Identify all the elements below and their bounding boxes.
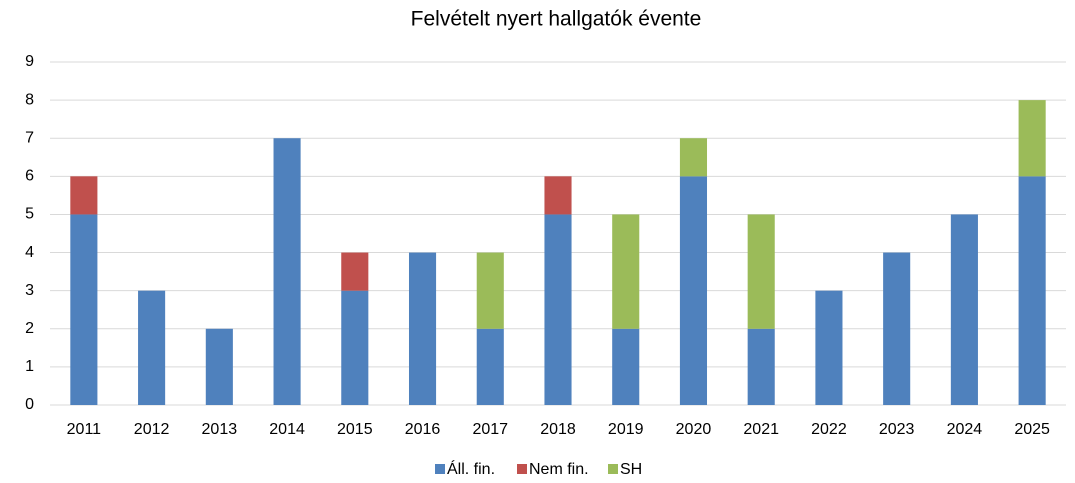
y-tick-label: 5 [25, 206, 34, 223]
bar-segment [70, 214, 98, 405]
y-tick-label: 3 [25, 282, 34, 299]
bar-segment [747, 214, 775, 329]
bar-segment [612, 328, 640, 405]
x-tick-label: 2024 [947, 421, 983, 438]
x-tick-label: 2023 [879, 421, 915, 438]
x-tick-label: 2018 [540, 421, 576, 438]
bar-segment [476, 252, 504, 329]
x-tick-label: 2017 [472, 421, 508, 438]
y-tick-label: 0 [25, 396, 34, 413]
x-tick-label: 2025 [1014, 421, 1050, 438]
bar-segment [950, 214, 978, 405]
x-tick-label: 2021 [743, 421, 779, 438]
y-tick-label: 7 [25, 129, 34, 146]
x-tick-label: 2019 [608, 421, 644, 438]
bar-segment [1018, 100, 1046, 177]
x-tick-label: 2022 [811, 421, 847, 438]
bar-segment [544, 214, 572, 405]
x-tick-label: 2011 [67, 421, 102, 438]
bar-segment [476, 328, 504, 405]
bar-segment [341, 290, 369, 405]
x-tick-label: 2020 [676, 421, 712, 438]
y-tick-label: 2 [25, 320, 34, 337]
bar-segment [273, 138, 301, 405]
y-tick-label: 8 [25, 91, 34, 108]
bar-segment [612, 214, 640, 329]
bar-segment [408, 252, 437, 405]
y-tick-label: 9 [25, 53, 34, 70]
bar-segment [883, 252, 911, 405]
bar-segment [747, 328, 775, 405]
y-tick-label: 6 [25, 168, 34, 185]
legend-label: Nem fin. [529, 461, 589, 478]
x-tick-label: 2015 [337, 421, 373, 438]
bar-segment [70, 176, 98, 215]
x-tick-label: 2014 [269, 421, 305, 438]
bar-segment [679, 176, 708, 405]
bar-segment [138, 290, 166, 405]
y-tick-label: 4 [25, 244, 34, 261]
bar-segment [205, 328, 233, 405]
bar-segment [341, 252, 369, 291]
legend-swatch [608, 464, 618, 474]
legend-swatch [517, 464, 527, 474]
bar-segment [679, 138, 708, 177]
x-tick-label: 2012 [134, 421, 170, 438]
x-tick-label: 2016 [405, 421, 441, 438]
x-tick-label: 2013 [202, 421, 238, 438]
chart-title: Felvételt nyert hallgatók évente [411, 8, 702, 31]
bar-segment [544, 176, 572, 215]
bar-segment [1018, 176, 1046, 405]
legend-swatch [435, 464, 445, 474]
legend-label: SH [620, 461, 642, 478]
legend-label: Áll. fin. [447, 459, 495, 478]
bar-segment [815, 290, 843, 405]
y-tick-label: 1 [25, 358, 34, 375]
